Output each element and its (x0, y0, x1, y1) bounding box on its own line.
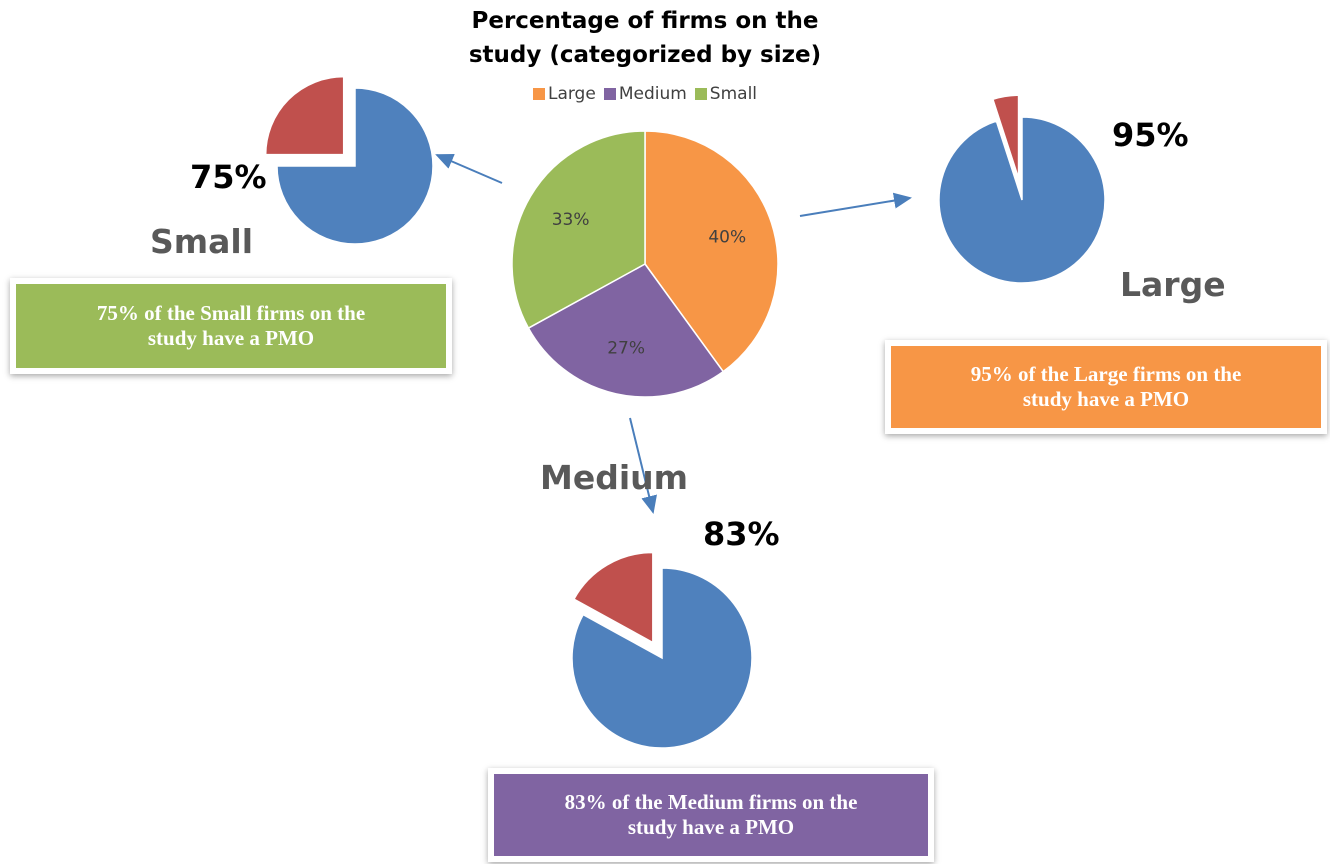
pie-slice (644, 130, 779, 373)
value-label: 75% (190, 158, 267, 196)
arrows (435, 153, 912, 514)
legend-item: Medium (603, 84, 687, 104)
pie-slice (991, 94, 1020, 179)
value-label: 83% (703, 515, 780, 553)
annotation-box: 83% of the Medium firms on the study hav… (488, 768, 934, 862)
chart-title: Percentage of firms on the study (catego… (468, 8, 822, 68)
pie-title: Medium (540, 458, 689, 497)
legend-swatch (694, 88, 707, 100)
value-label: 33% (552, 210, 590, 230)
pie-slice (572, 551, 654, 644)
value-label: 95% (1112, 116, 1189, 154)
annotation-box: 95% of the Large firms on the study have… (885, 340, 1327, 434)
arrow (629, 417, 657, 514)
legend-swatch (532, 88, 545, 100)
legend-label: Large (547, 84, 596, 104)
legend-label: Medium (618, 84, 687, 104)
legend-item: Small (694, 84, 758, 104)
legend-label: Small (709, 84, 758, 104)
pie-slice (511, 130, 646, 330)
arrow (799, 192, 912, 217)
legend-item: Large (532, 84, 596, 104)
value-label: 27% (607, 338, 645, 358)
value-label: 40% (708, 227, 746, 247)
pie-title: Large (1120, 265, 1226, 304)
annotation-box: 75% of the Small firms on the study have… (10, 278, 452, 374)
pie-slice (527, 263, 725, 398)
pie-slice (276, 87, 434, 245)
pie-slice (264, 75, 345, 156)
pie-title: Small (150, 222, 254, 261)
pie-slice (938, 116, 1106, 284)
pie-slice (571, 567, 753, 749)
arrow (435, 153, 503, 184)
legend-swatch (603, 88, 616, 100)
legend: Large Medium Small (445, 84, 845, 104)
